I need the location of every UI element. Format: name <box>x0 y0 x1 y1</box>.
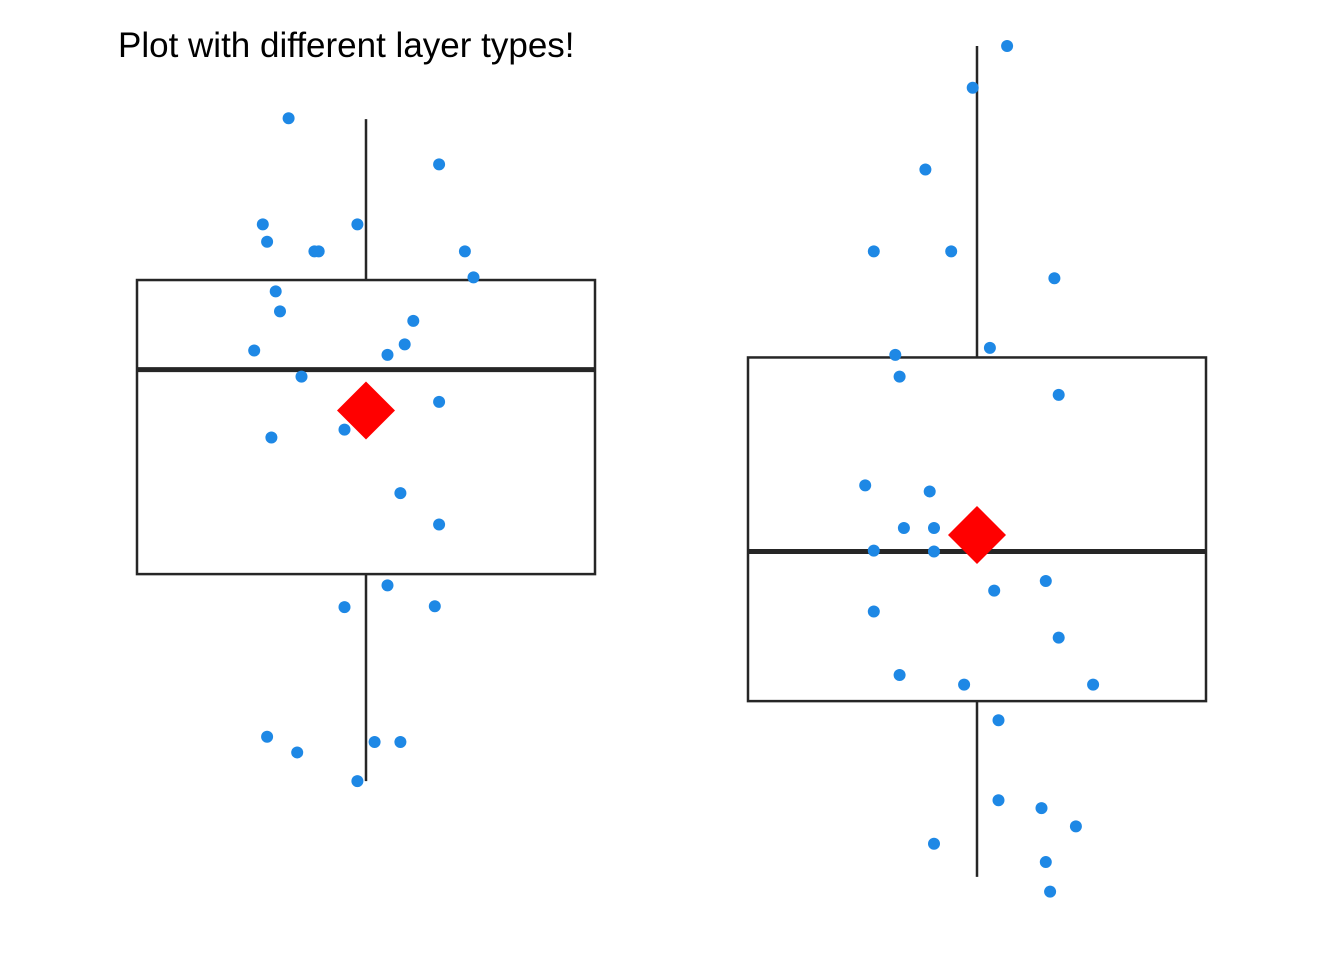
group-2-point <box>889 348 902 361</box>
group-2-point <box>1039 856 1052 869</box>
group-1-point <box>394 736 407 748</box>
chart-title: Plot with different layer types! <box>118 26 575 65</box>
group-1-point <box>265 431 278 444</box>
group-2-point <box>988 584 1001 597</box>
group-1-point <box>351 775 364 788</box>
group-2-point <box>958 678 971 691</box>
group-1-point <box>433 395 446 408</box>
group-1-point <box>261 235 274 248</box>
group-1-point <box>248 344 261 357</box>
group-1-point <box>274 305 286 318</box>
group-2-point <box>966 81 979 94</box>
group-2-point <box>1052 631 1065 644</box>
group-2-point <box>1044 885 1057 898</box>
group-2-point <box>928 521 940 534</box>
group-1-point <box>458 245 471 258</box>
group-2-point <box>983 341 996 354</box>
group-2-point <box>893 669 906 682</box>
group-2-point <box>928 837 940 850</box>
group-2-point <box>919 163 932 176</box>
group-2-point <box>1035 802 1048 815</box>
group-2-point <box>992 714 1005 727</box>
group-1-point <box>338 423 351 436</box>
group-1-box <box>135 278 597 576</box>
group-1-point <box>368 736 381 748</box>
group-1-point <box>381 348 394 361</box>
group-1-mean-marker <box>337 381 395 440</box>
group-1-point <box>312 245 325 258</box>
group-1-point <box>381 579 394 592</box>
group-2-point <box>867 544 880 557</box>
group-1-point <box>398 338 411 351</box>
group-2-mean-marker <box>948 505 1006 564</box>
group-1-point <box>428 600 441 613</box>
group-1-point <box>261 730 274 743</box>
group-1-point <box>338 601 351 614</box>
group-1-point <box>467 271 480 284</box>
group-1-point <box>351 218 364 231</box>
group-2-point <box>1052 388 1065 401</box>
group-2-point <box>992 794 1005 807</box>
group-1-point <box>394 487 407 500</box>
group-2-point <box>1048 272 1061 285</box>
group-2-point <box>923 485 936 498</box>
group-2-box <box>746 356 1208 703</box>
group-1-point <box>291 746 304 759</box>
group-2-point <box>1001 40 1014 52</box>
group-2-point <box>867 245 880 258</box>
group-2-point <box>1087 678 1100 691</box>
group-1-point <box>433 158 446 171</box>
group-2-point <box>1039 575 1052 588</box>
group-2-point <box>893 370 906 383</box>
group-1-point <box>407 314 420 327</box>
group-1-point <box>433 518 446 531</box>
group-2-point <box>945 245 958 258</box>
group-2-point <box>897 521 910 534</box>
group-1-point <box>256 218 269 231</box>
group-2-point <box>928 545 940 558</box>
group-1-point <box>282 112 295 125</box>
group-1-point <box>269 285 282 298</box>
group-1-point <box>295 370 308 383</box>
group-2-point <box>867 605 880 618</box>
group-2-point <box>859 479 872 492</box>
group-2-point <box>1069 820 1082 833</box>
